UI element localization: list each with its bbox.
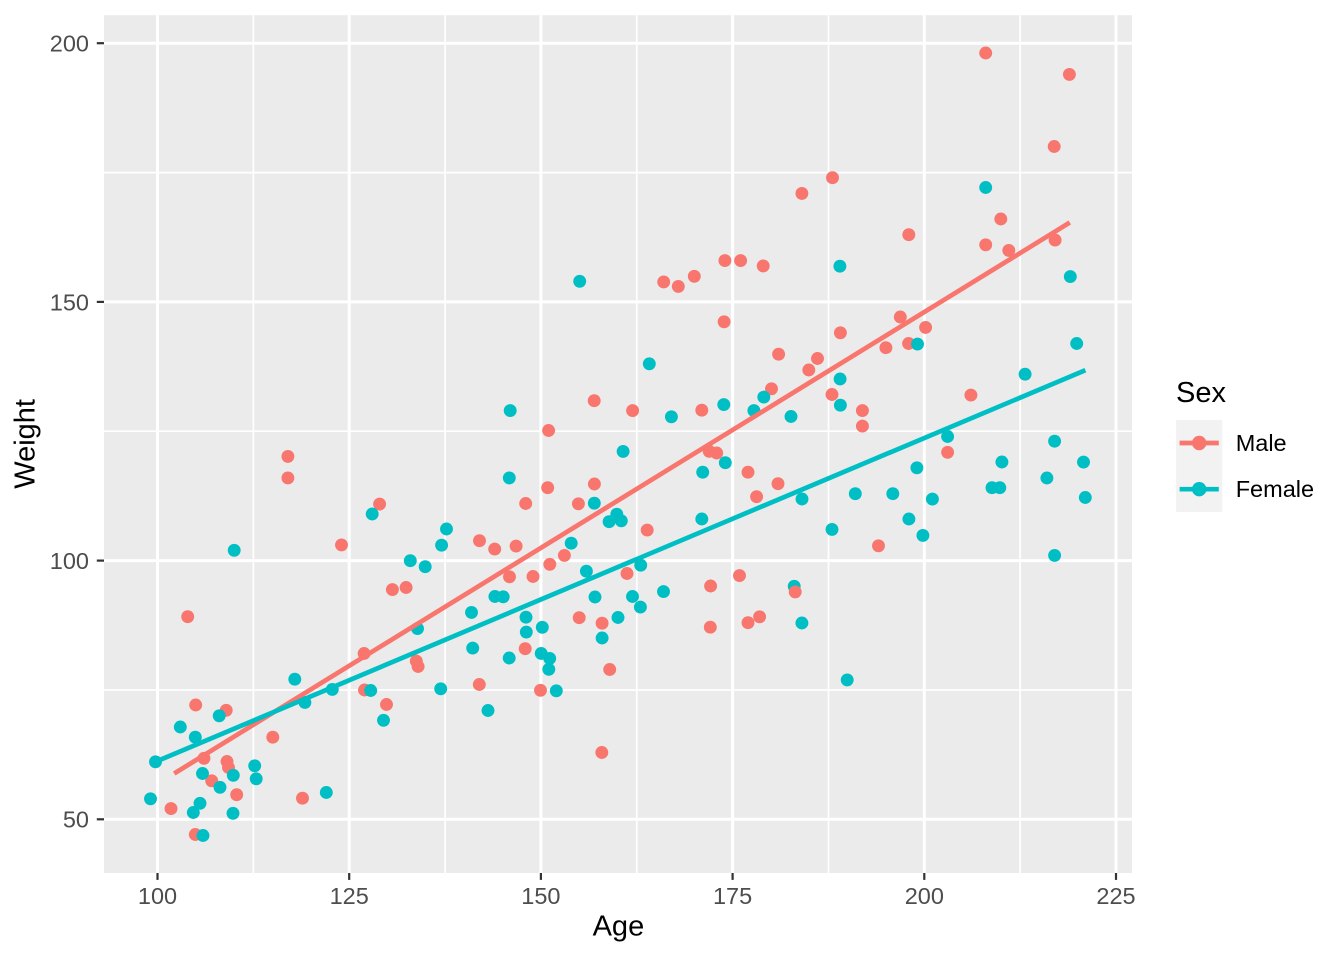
svg-text:Weight: Weight [10,399,42,489]
svg-text:200: 200 [905,883,944,909]
svg-text:225: 225 [1096,883,1135,909]
svg-text:100: 100 [138,883,177,909]
svg-text:175: 175 [713,883,752,909]
svg-text:Age: Age [593,911,645,943]
svg-text:Female: Female [1236,476,1314,502]
svg-text:50: 50 [63,807,89,833]
svg-text:200: 200 [50,31,89,57]
svg-text:Male: Male [1236,430,1287,456]
svg-text:125: 125 [330,883,369,909]
svg-text:150: 150 [50,289,89,315]
svg-text:150: 150 [521,883,560,909]
svg-text:100: 100 [50,548,89,574]
svg-text:Sex: Sex [1176,377,1226,409]
